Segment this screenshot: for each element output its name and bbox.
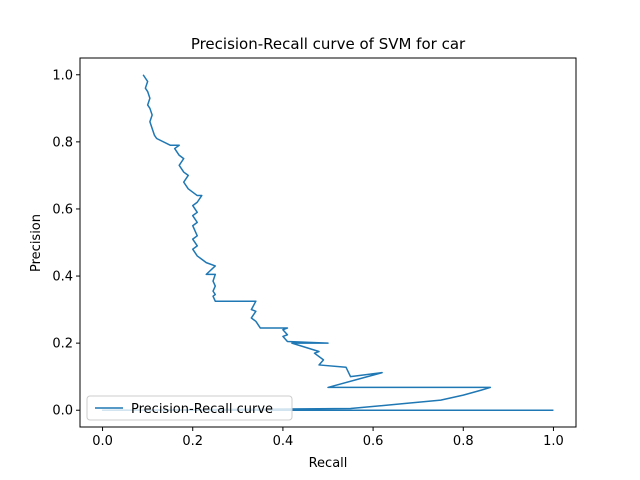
y-axis: 0.0 0.2 0.4 0.6 0.8 1.0 [52,68,80,419]
plot-area [79,57,577,428]
y-tick-label: 0.2 [52,337,73,352]
y-tick-label: 0.0 [52,404,73,419]
x-tick-label: 0.4 [273,434,294,449]
y-tick-label: 1.0 [52,68,73,83]
legend-entry-0: Precision-Recall curve [131,402,273,417]
axes-frame [79,57,577,428]
y-tick-label: 0.4 [52,270,73,285]
x-tick-label: 0.0 [92,434,113,449]
x-tick-label: 0.2 [182,434,203,449]
x-tick-label: 1.0 [543,434,564,449]
legend-box [86,395,293,421]
x-tick-label: 0.6 [363,434,384,449]
x-axis-label: Recall [309,456,348,471]
legend: Precision-Recall curve [86,395,293,421]
axes-background [80,58,576,427]
series-line-0 [101,74,554,411]
x-axis: 0.0 0.2 0.4 0.6 0.8 1.0 [92,427,564,449]
chart-title: Precision-Recall curve of SVM for car [191,35,466,53]
y-tick-label: 0.8 [52,135,73,150]
x-tick-label: 0.8 [453,434,474,449]
y-axis-label: Precision [29,214,44,272]
y-tick-label: 0.6 [52,202,73,217]
